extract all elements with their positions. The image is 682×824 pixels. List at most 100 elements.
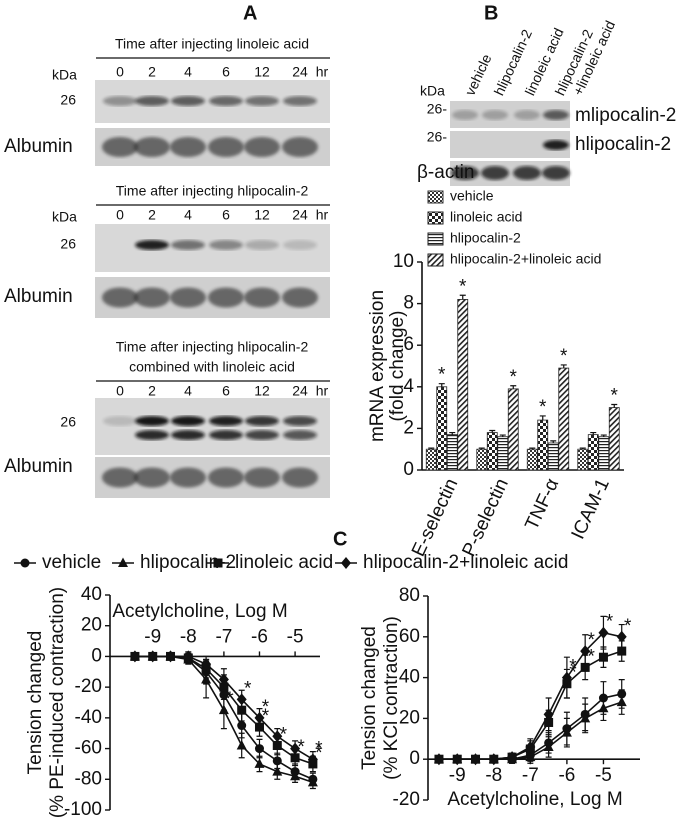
blot-band — [171, 96, 205, 106]
x-tick-label: -9 — [449, 765, 466, 786]
blot-band — [103, 96, 137, 106]
y-axis-label: (fold change) — [387, 311, 408, 422]
point — [237, 721, 247, 731]
significance-mark: * — [459, 276, 467, 297]
series: hlipocalin-2+linoleic acid*** * — [433, 612, 632, 766]
point — [580, 712, 591, 723]
significance-mark: * — [587, 646, 595, 667]
significance-mark: * — [624, 616, 632, 637]
point — [272, 741, 282, 750]
lane-label: 4 — [184, 207, 192, 223]
legend-label: hlipocalin-2+linoleic acid — [363, 552, 568, 573]
blot-band — [482, 110, 508, 120]
blot-band — [542, 166, 570, 180]
x-tick-label: -6 — [558, 765, 575, 786]
point — [272, 730, 283, 743]
blot-title: Time after injecting linoleic acid — [115, 36, 309, 52]
point — [254, 758, 265, 768]
x-tick-label: E-selectin — [408, 475, 462, 559]
y-tick-label: -100 — [64, 799, 102, 820]
y-axis-label: Tension changed — [25, 631, 46, 775]
bar — [425, 448, 437, 471]
blot-band — [209, 240, 243, 250]
kda-label: kDa — [52, 209, 77, 225]
y-tick-label: 40 — [81, 584, 102, 605]
bar — [537, 419, 549, 471]
point — [290, 753, 300, 763]
blot-band — [170, 287, 206, 308]
x-axis-label: Acetylcholine, Log M — [112, 601, 287, 622]
y-axis-label: (% PE-induced contraction) — [47, 587, 68, 818]
significance-mark: * — [244, 678, 252, 699]
error-bar — [510, 385, 517, 389]
point — [236, 693, 247, 706]
blot-band — [513, 166, 541, 180]
legend-label: linoleic acid — [235, 552, 333, 573]
lane-label: 6 — [222, 207, 230, 223]
point — [20, 558, 30, 568]
legend-label: vehicle — [450, 188, 494, 204]
error-bar — [428, 447, 435, 450]
significance-mark: * — [262, 706, 270, 727]
blot-band — [244, 467, 280, 488]
legend-label: hlipocalin-2 — [140, 552, 236, 573]
point — [580, 645, 591, 658]
error-bar — [550, 440, 557, 443]
y-tick-label: 6 — [403, 334, 414, 355]
significance-mark: * — [606, 612, 614, 633]
lane-label: 24 — [292, 64, 308, 80]
blot-band — [283, 416, 317, 426]
blot-band — [245, 240, 279, 250]
blot-band — [208, 287, 244, 308]
lane-label: 0 — [116, 383, 124, 399]
blot-band — [103, 416, 137, 426]
y-tick-label: -20 — [393, 789, 420, 810]
blot-band — [452, 110, 478, 120]
legend-label: vehicle — [42, 552, 101, 573]
y-tick-label: 60 — [399, 626, 420, 647]
significance-mark: * — [510, 367, 518, 388]
y-axis-label: (% KCl contraction) — [381, 616, 402, 780]
x-tick-label: -7 — [215, 626, 232, 647]
lane-label: 24 — [292, 207, 308, 223]
significance-mark: * — [315, 743, 323, 764]
blot-band — [171, 430, 205, 440]
loading-label: Albumin — [4, 286, 73, 307]
blot-band — [134, 287, 170, 308]
bar — [587, 434, 599, 471]
blot-image — [95, 398, 330, 455]
significance-mark: * — [226, 689, 234, 710]
significance-mark: * — [280, 725, 288, 746]
blot-band — [170, 137, 206, 157]
significance-mark: * — [315, 738, 323, 759]
blot-band — [481, 166, 509, 180]
y-tick-label: 0 — [91, 645, 102, 666]
point — [129, 650, 140, 663]
bar — [507, 388, 519, 471]
y-tick-label: 4 — [403, 376, 414, 397]
blot-band — [102, 467, 138, 488]
bar — [598, 436, 610, 471]
blot-band — [543, 140, 569, 150]
blot-band — [543, 110, 569, 120]
point — [272, 766, 283, 776]
panel-label: C — [333, 528, 347, 550]
blot-band — [282, 137, 318, 157]
point — [525, 740, 536, 753]
blot-title: Time after injecting hlipocalin-2 — [116, 339, 309, 355]
blot-band — [282, 467, 318, 488]
significance-mark: * — [262, 697, 270, 718]
point — [290, 770, 301, 781]
blot-band — [451, 166, 479, 180]
error-bar — [489, 429, 496, 433]
error-bar — [459, 294, 466, 300]
loading-label: Albumin — [4, 456, 73, 477]
significance-mark: * — [297, 737, 305, 758]
significance-mark: * — [560, 346, 568, 367]
significance-mark: * — [539, 397, 547, 418]
bar — [608, 407, 620, 471]
bar — [486, 432, 498, 471]
y-tick-label: 20 — [399, 707, 420, 728]
error-bar — [539, 415, 546, 421]
blot-title: Time after injecting hlipocalin-2 — [116, 183, 309, 199]
